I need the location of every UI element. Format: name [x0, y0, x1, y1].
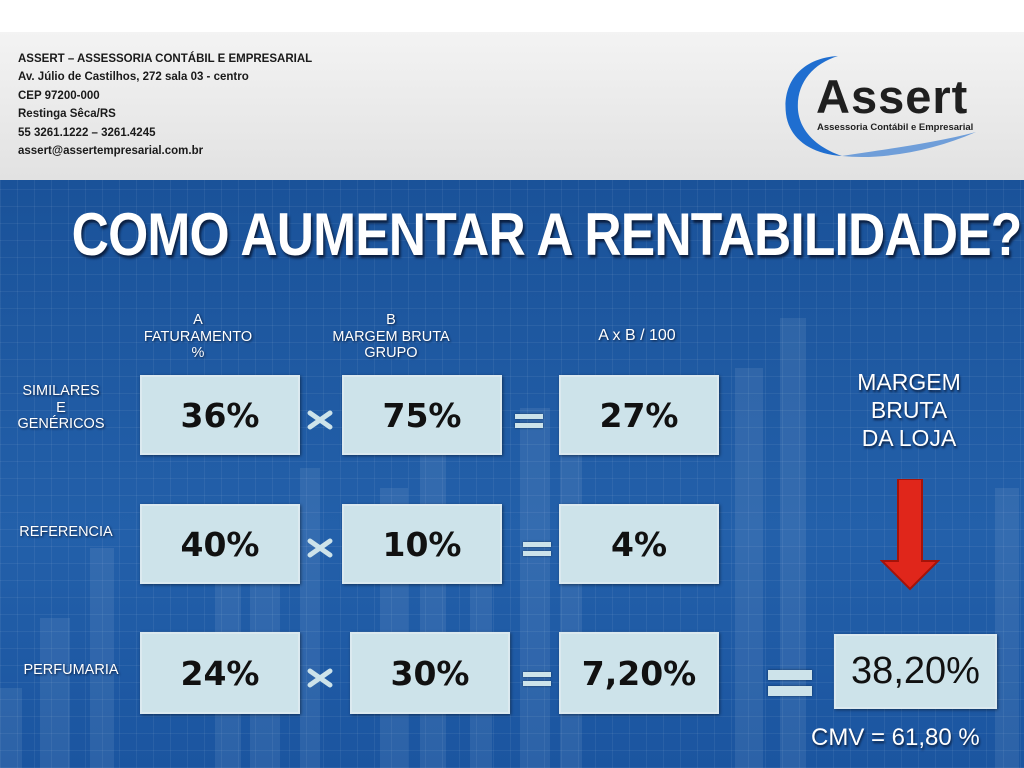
value-box-c: 27% — [559, 375, 719, 455]
column-b-subtitle: GRUPO — [364, 345, 418, 361]
company-name: ASSERT – ASSESSORIA CONTÁBIL E EMPRESARI… — [18, 53, 313, 65]
column-header-a: A FATURAMENTO % — [128, 312, 268, 362]
value-box-c: 7,20% — [559, 632, 719, 714]
logo-subtitle: Assessoria Contábil e Empresarial — [817, 122, 974, 133]
multiply-icon — [307, 668, 333, 688]
row-label-line: E — [56, 399, 66, 416]
company-phone: 55 3261.1222 – 3261.4245 — [18, 126, 156, 139]
assert-logo: Assert Assessoria Contábil e Empresarial — [780, 52, 990, 162]
row-label-line: REFERENCIA — [19, 524, 113, 540]
equals-icon-bottom — [523, 551, 551, 556]
column-a-unit: % — [191, 345, 205, 361]
cmv-label: CMV = 61,80 % — [811, 724, 980, 751]
margem-line: DA LOJA — [861, 425, 957, 451]
company-address: Av. Júlio de Castilhos, 272 sala 03 - ce… — [18, 71, 249, 84]
column-b-letter: B — [386, 312, 396, 328]
equals-icon-top — [523, 542, 551, 547]
value-box-a: 36% — [140, 375, 300, 455]
page-title: COMO AUMENTAR A RENTABILIDADE? — [71, 201, 1023, 268]
row-label-line: SIMILARES — [22, 383, 100, 399]
column-a-letter: A — [193, 312, 203, 328]
down-arrow-icon — [880, 479, 940, 591]
value-box-b: 75% — [342, 375, 502, 455]
header-band: ASSERT – ASSESSORIA CONTÁBIL E EMPRESARI… — [0, 0, 1024, 180]
margem-line: MARGEM — [857, 369, 961, 395]
total-margin-box: 38,20% — [834, 634, 997, 709]
equals-icon-bottom — [523, 681, 551, 686]
value-box-a: 40% — [140, 504, 300, 584]
company-city: Restinga Sêca/RS — [18, 108, 116, 121]
logo-swoosh-icon — [785, 56, 976, 157]
row-label-line: GENÉRICOS — [17, 416, 105, 432]
company-email: assert@assertempresarial.com.br — [18, 145, 204, 158]
equals-icon-top — [523, 672, 551, 677]
multiply-icon — [307, 410, 333, 430]
equals-icon-bottom — [515, 423, 543, 428]
row-label-perfumaria: PERFUMARIA — [10, 662, 132, 679]
row-label-similares: SIMILARES E GENÉRICOS — [8, 383, 114, 433]
logo-word: Assert — [816, 70, 969, 123]
column-header-b: B MARGEM BRUTA GRUPO — [310, 312, 472, 362]
company-cep: CEP 97200-000 — [18, 89, 100, 102]
big-equals-icon-top — [768, 670, 812, 680]
margem-label: MARGEM BRUTA DA LOJA — [826, 368, 992, 452]
value-box-b: 10% — [342, 504, 502, 584]
column-header-c: A x B / 100 — [598, 327, 676, 344]
value-box-b: 30% — [350, 632, 510, 714]
company-info: ASSERT – ASSESSORIA CONTÁBIL E EMPRESARI… — [18, 50, 312, 160]
row-label-referencia: REFERENCIA — [10, 524, 122, 541]
equals-icon-top — [515, 414, 543, 419]
big-equals-icon-bottom — [768, 686, 812, 696]
column-a-title: FATURAMENTO — [143, 328, 253, 345]
header-top-strip — [0, 0, 1024, 32]
value-box-a: 24% — [140, 632, 300, 714]
margem-line: BRUTA — [870, 397, 948, 423]
row-label-line: PERFUMARIA — [23, 662, 119, 678]
column-b-title: MARGEM BRUTA — [332, 328, 450, 345]
multiply-icon — [307, 538, 333, 558]
value-box-c: 4% — [559, 504, 719, 584]
